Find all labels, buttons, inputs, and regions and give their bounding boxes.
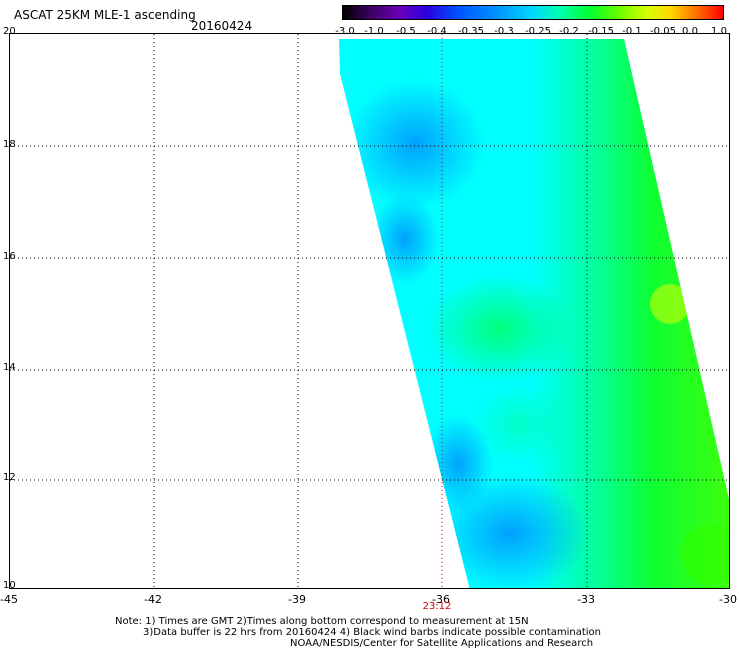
map-plot-area xyxy=(9,33,730,589)
colorbar-label: -0.1 xyxy=(622,26,642,37)
swath-low-west xyxy=(370,194,440,284)
swath-peak xyxy=(650,284,690,324)
swath-map xyxy=(10,34,729,588)
map-grid xyxy=(10,34,729,588)
map-title: ASCAT 25KM MLE-1 ascending xyxy=(14,8,196,22)
lon-label: -30 xyxy=(719,593,737,606)
time-label: 23:12 xyxy=(422,601,452,612)
colorbar-label: -0.2 xyxy=(559,26,579,37)
colorbar-label: -0.35 xyxy=(458,26,484,37)
note-line-1: Note: 1) Times are GMT 2)Times along bot… xyxy=(115,616,529,627)
swath-high-southeast xyxy=(680,524,729,584)
colorbar-label: 1.0 xyxy=(711,26,727,37)
colorbar-label: -0.4 xyxy=(427,26,447,37)
lon-label: -36 xyxy=(432,593,450,606)
colorbar-label: -0.25 xyxy=(525,26,551,37)
lon-label: -33 xyxy=(577,593,595,606)
colorbar-label: -0.3 xyxy=(494,26,514,37)
lat-label: 10 xyxy=(3,580,16,591)
lat-label: 12 xyxy=(3,472,16,483)
swath-green-center xyxy=(425,274,575,384)
lat-label: 14 xyxy=(3,362,16,373)
lon-label: -39 xyxy=(288,593,306,606)
colorbar-label: -1.0 xyxy=(364,26,384,37)
colorbar-label: -3.0 xyxy=(335,26,355,37)
colorbar xyxy=(342,5,724,20)
map-date: 20160424 xyxy=(191,19,253,33)
colorbar-label: -0.15 xyxy=(588,26,614,37)
note-line-2: 3)Data buffer is 22 hrs from 20160424 4)… xyxy=(143,627,601,638)
colorbar-label: -0.5 xyxy=(396,26,416,37)
swath-low-north xyxy=(345,79,485,209)
colorbar-label: -0.05 xyxy=(650,26,676,37)
swath-data xyxy=(339,39,729,588)
note-line-3: NOAA/NESDIS/Center for Satellite Applica… xyxy=(290,638,594,649)
lon-label: -42 xyxy=(144,593,162,606)
lat-label: 16 xyxy=(3,251,16,262)
colorbar-label: 0.0 xyxy=(682,26,698,37)
swath-teal-center xyxy=(470,384,570,464)
lat-label: 20 xyxy=(3,26,16,37)
lat-label: 18 xyxy=(3,139,16,150)
lon-label: -45 xyxy=(0,593,18,606)
swath-low-southwest xyxy=(423,414,493,514)
